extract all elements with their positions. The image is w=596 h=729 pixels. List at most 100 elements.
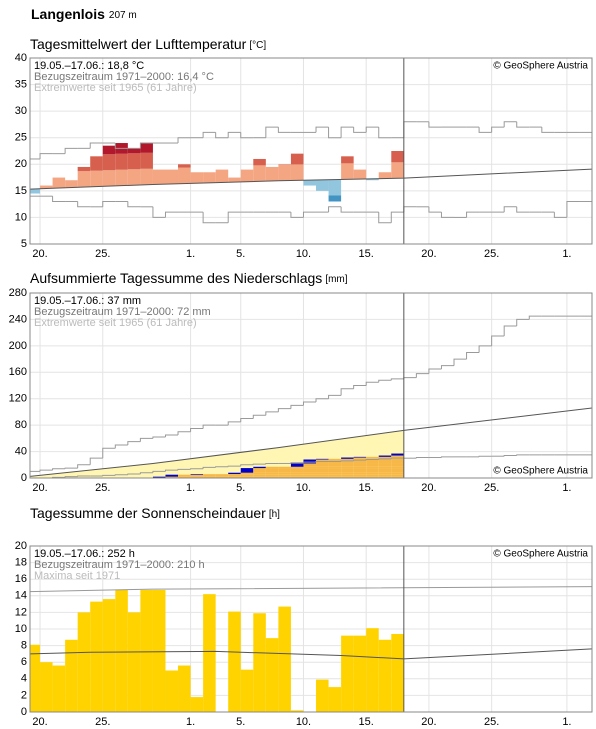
cumulative-segment [378,476,392,478]
plot-area [30,58,592,244]
cumulative-segment [278,468,291,473]
cumulative-segment [265,472,279,475]
cumulative-segment [265,474,279,477]
info-text: 19.05.–17.06.: 252 h [34,548,135,560]
y-tick-label: 8 [21,640,27,652]
extreme-step [227,211,241,223]
extreme-step [202,131,216,138]
mean-line [30,648,592,660]
extreme-step [139,472,153,475]
extreme-step [277,127,291,133]
y-tick-label: 200 [9,340,27,352]
cumulative-segment [303,466,317,469]
anomaly-bar [391,151,404,163]
extreme-step [503,455,517,457]
x-tick-label: 20. [421,248,436,260]
cumulative-segment [341,466,354,469]
cumulative-segment [328,474,342,477]
info-text: Extremwerte seit 1965 (61 Jahre) [34,82,197,94]
extreme-step [491,126,505,133]
cumulative-segment [303,468,317,473]
plot-border [29,545,593,713]
cumulative-segment [328,476,342,478]
cumulative-segment [290,474,304,477]
title-unit: [mm] [325,274,347,285]
y-tick-label: 12 [15,606,27,618]
extreme-step [164,469,179,472]
cumulative-segment [303,474,317,477]
extreme-step [378,212,392,224]
cumulative-segment [353,468,367,473]
cumulative-segment [353,476,367,478]
extreme-step [252,414,266,419]
chart-title: Aufsummierte Tagessumme des Niederschlag… [30,270,348,286]
extreme-step [114,474,128,476]
extreme-step [102,200,116,207]
y-tick-label: 10 [15,211,27,223]
mean-line [30,168,592,190]
anomaly-bar [178,164,191,168]
daily-increment [190,474,204,475]
extreme-step [127,473,141,475]
daily-increment [391,453,404,456]
extreme-step [114,143,128,149]
extreme-step [353,459,367,461]
extreme-step [202,424,216,429]
anomaly-bar [165,169,179,184]
anomaly-bar [215,169,229,183]
y-tick-label: 120 [9,393,27,405]
cumulative-segment [391,463,404,467]
y-tick-label: 16 [15,573,27,585]
extreme-step [290,462,304,464]
x-tick-label: 1. [562,248,571,260]
cumulative-segment [290,472,304,475]
info-text: 19.05.–17.06.: 18,8 °C [34,60,144,72]
cumulative-segment [190,476,204,478]
extreme-step [365,459,379,461]
y-tick-label: 5 [21,238,27,250]
cumulative-segment [378,472,392,475]
cumulative-segment [240,472,254,475]
title-unit: [h] [269,509,280,520]
extreme-step [478,455,492,457]
extreme-step [52,468,66,471]
cumulative-segment [328,466,342,469]
cumulative-segment [316,476,329,478]
cumulative-segment [378,457,392,459]
chart-title: Tagessumme der Sonnenscheindauer [h] [30,505,280,521]
anomaly-bar [90,170,103,187]
extreme-step [302,211,317,218]
extreme-step [541,127,555,133]
cumulative-segment [316,474,329,477]
bar [40,662,53,712]
cumulative-segment [353,474,367,475]
cumulative-segment [341,458,354,460]
anomaly-bar [127,153,141,170]
cumulative-segment [366,474,379,477]
extreme-step [114,444,128,449]
y-tick-label: 0 [21,706,27,718]
cumulative-segment [366,476,379,478]
cumulative-segment [391,455,404,457]
extreme-step [64,147,78,154]
extreme-step [365,381,379,386]
bar [152,589,166,712]
x-tick-label: 10. [296,248,311,260]
extreme-step [227,131,241,138]
cumulative-segment [341,476,354,478]
cumulative-segment [366,456,379,458]
cumulative-segment [278,476,291,478]
extreme-step [378,458,392,460]
extreme-step [440,212,455,218]
extreme-step [202,466,216,469]
extreme-step [315,460,329,463]
cumulative-segment [353,472,367,475]
daily-increment [316,458,329,460]
extreme-step [390,211,404,223]
anomaly-bar [30,189,41,194]
station-name: Langenlois [31,6,105,22]
cumulative-segment [240,476,254,478]
extreme-step [215,132,229,139]
cumulative-segment [203,474,216,475]
extreme-step [152,206,166,218]
